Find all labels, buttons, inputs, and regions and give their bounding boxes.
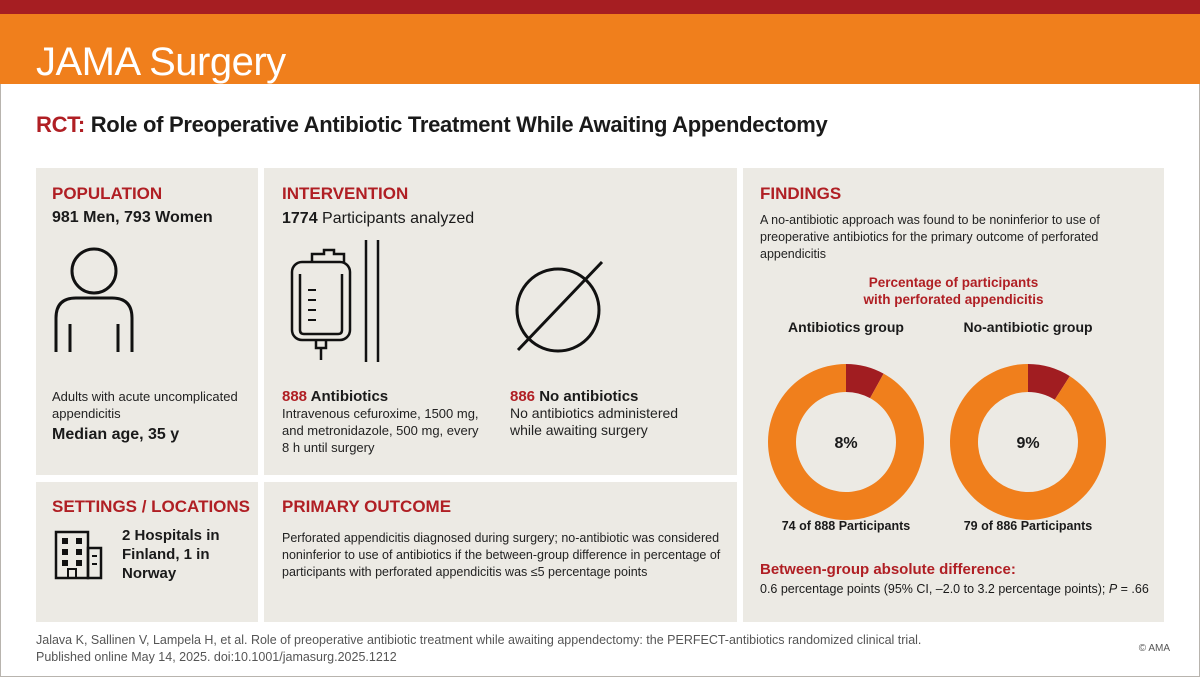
donut-caption: 79 of 886 Participants: [964, 519, 1093, 533]
intervention-heading: INTERVENTION: [282, 184, 409, 203]
no-antibiotics-group-description: No antibiotics administered while awaiti…: [510, 405, 679, 438]
donut-title: Antibiotics group: [788, 319, 904, 335]
primary-outcome-heading: PRIMARY OUTCOME: [282, 497, 452, 516]
donut-center-label: 9%: [1016, 435, 1039, 452]
population-median-age: Median age, 35 y: [52, 426, 180, 443]
person-icon: [54, 247, 134, 352]
participants-analyzed-number: 1774: [282, 210, 318, 227]
population-counts: 981 Men, 793 Women: [52, 209, 213, 226]
primary-outcome-text: Perforated appendicitis diagnosed during…: [282, 531, 721, 579]
citation: Jalava K, Sallinen V, Lampela H, et al. …: [36, 632, 921, 666]
donut-center-label: 8%: [834, 435, 857, 452]
no-antibiotics-group-label: 886 No antibiotics: [510, 388, 638, 405]
donut-charts: Antibiotics group 8% 74 of 888 Participant…: [768, 319, 1106, 533]
participants-analyzed: 1774 Participants analyzed: [282, 210, 474, 228]
difference-p-value: = .66: [1117, 582, 1149, 596]
donut-slice-no-perforation: [768, 364, 924, 520]
hospital-building-icon: [54, 530, 103, 580]
top-accent-bar: [0, 0, 1200, 14]
difference-text-main: 0.6 percentage points (95% CI, –2.0 to 3…: [760, 582, 1109, 596]
population-panel: POPULATION 981 Men, 793 Women Adults wit…: [36, 168, 258, 475]
difference-text: 0.6 percentage points (95% CI, –2.0 to 3…: [760, 582, 1149, 596]
page-title: RCT: Role of Preoperative Antibiotic Tre…: [36, 112, 828, 138]
difference-p-symbol: P: [1108, 582, 1118, 596]
settings-heading: SETTINGS / LOCATIONS: [52, 497, 251, 516]
findings-heading: FINDINGS: [760, 184, 842, 203]
title-prefix: RCT:: [36, 112, 85, 137]
antibiotics-group-label: 888 Antibiotics: [282, 388, 388, 405]
chart-title: Percentage of participants with perforat…: [743, 274, 1164, 308]
participants-analyzed-label: Participants analyzed: [322, 210, 475, 227]
title-text: Role of Preoperative Antibiotic Treatmen…: [90, 112, 828, 137]
iv-bag-icon: [290, 240, 380, 362]
chart-title-line-1: Percentage of participants: [868, 275, 1039, 290]
donut-title: No-antibiotic group: [963, 319, 1092, 335]
intervention-panel: INTERVENTION 1774 Participants analyzed …: [264, 168, 737, 475]
donut-slice-perforated: [1028, 364, 1070, 400]
settings-panel: SETTINGS / LOCATIONS 2 Hospitals in Finl…: [36, 482, 258, 622]
findings-panel: FINDINGS A no-antibiotic approach was fo…: [743, 168, 1164, 622]
no-antibiotics-group-count: 886: [510, 388, 536, 405]
copyright: © AMA: [1138, 643, 1170, 654]
journal-title: JAMA Surgery: [36, 40, 286, 84]
antibiotics-group-name: Antibiotics: [310, 388, 389, 405]
chart-title-line-2: with perforated appendicitis: [863, 292, 1044, 307]
antibiotics-group-count: 888: [282, 388, 308, 405]
no-antibiotics-group-name: No antibiotics: [539, 388, 639, 405]
population-heading: POPULATION: [52, 184, 163, 203]
citation-line-2: Published online May 14, 2025. doi:10.10…: [36, 650, 397, 664]
donut-caption: 74 of 888 Participants: [782, 519, 911, 533]
findings-summary: A no-antibiotic approach was found to be…: [760, 213, 1100, 261]
population-description: Adults with acute uncomplicated appendic…: [52, 389, 238, 421]
primary-outcome-panel: PRIMARY OUTCOME Perforated appendicitis …: [264, 482, 737, 622]
settings-text: 2 Hospitals in Finland, 1 in Norway: [122, 527, 220, 582]
citation-line-1: Jalava K, Sallinen V, Lampela H, et al. …: [36, 633, 922, 647]
empty-set-icon: [515, 260, 604, 353]
donut-slice-no-perforation: [950, 364, 1106, 520]
antibiotics-group-description: Intravenous cefuroxime, 1500 mg, and met…: [282, 406, 479, 455]
difference-heading: Between-group absolute difference:: [760, 561, 1016, 578]
journal-header: JAMA Surgery: [0, 14, 1200, 84]
donut-slice-perforated: [846, 364, 884, 399]
